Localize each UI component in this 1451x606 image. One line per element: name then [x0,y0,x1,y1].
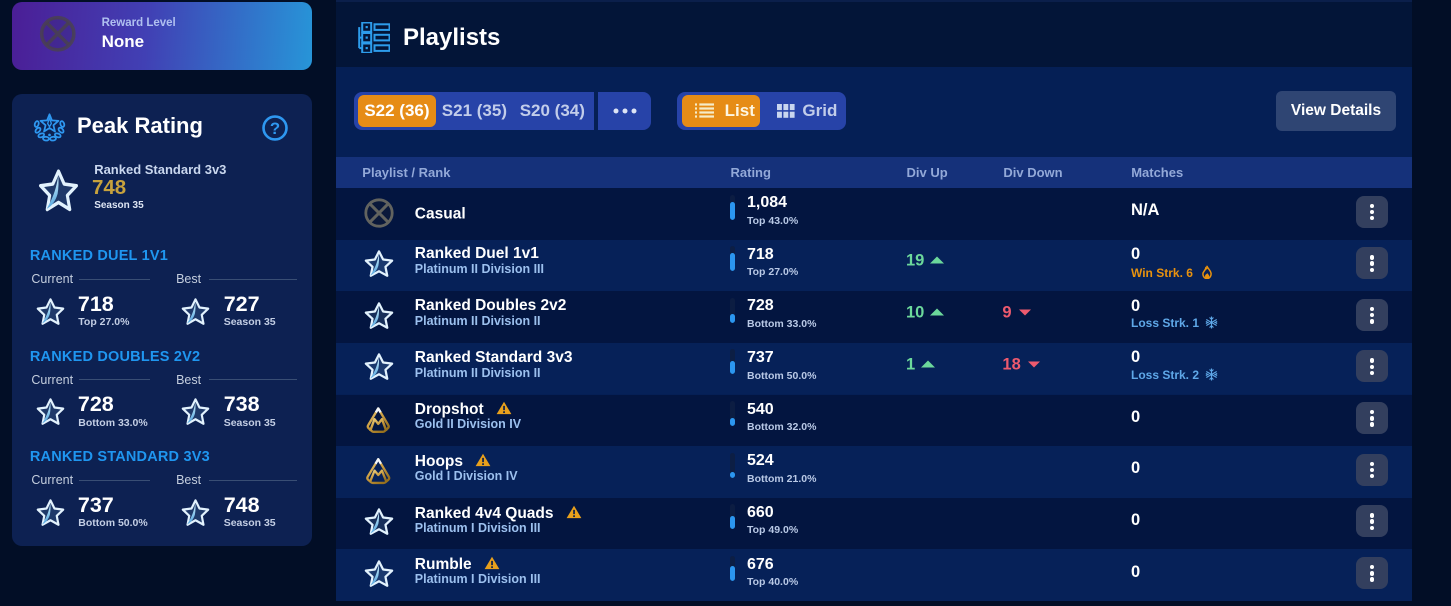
svg-text:?: ? [270,119,280,138]
